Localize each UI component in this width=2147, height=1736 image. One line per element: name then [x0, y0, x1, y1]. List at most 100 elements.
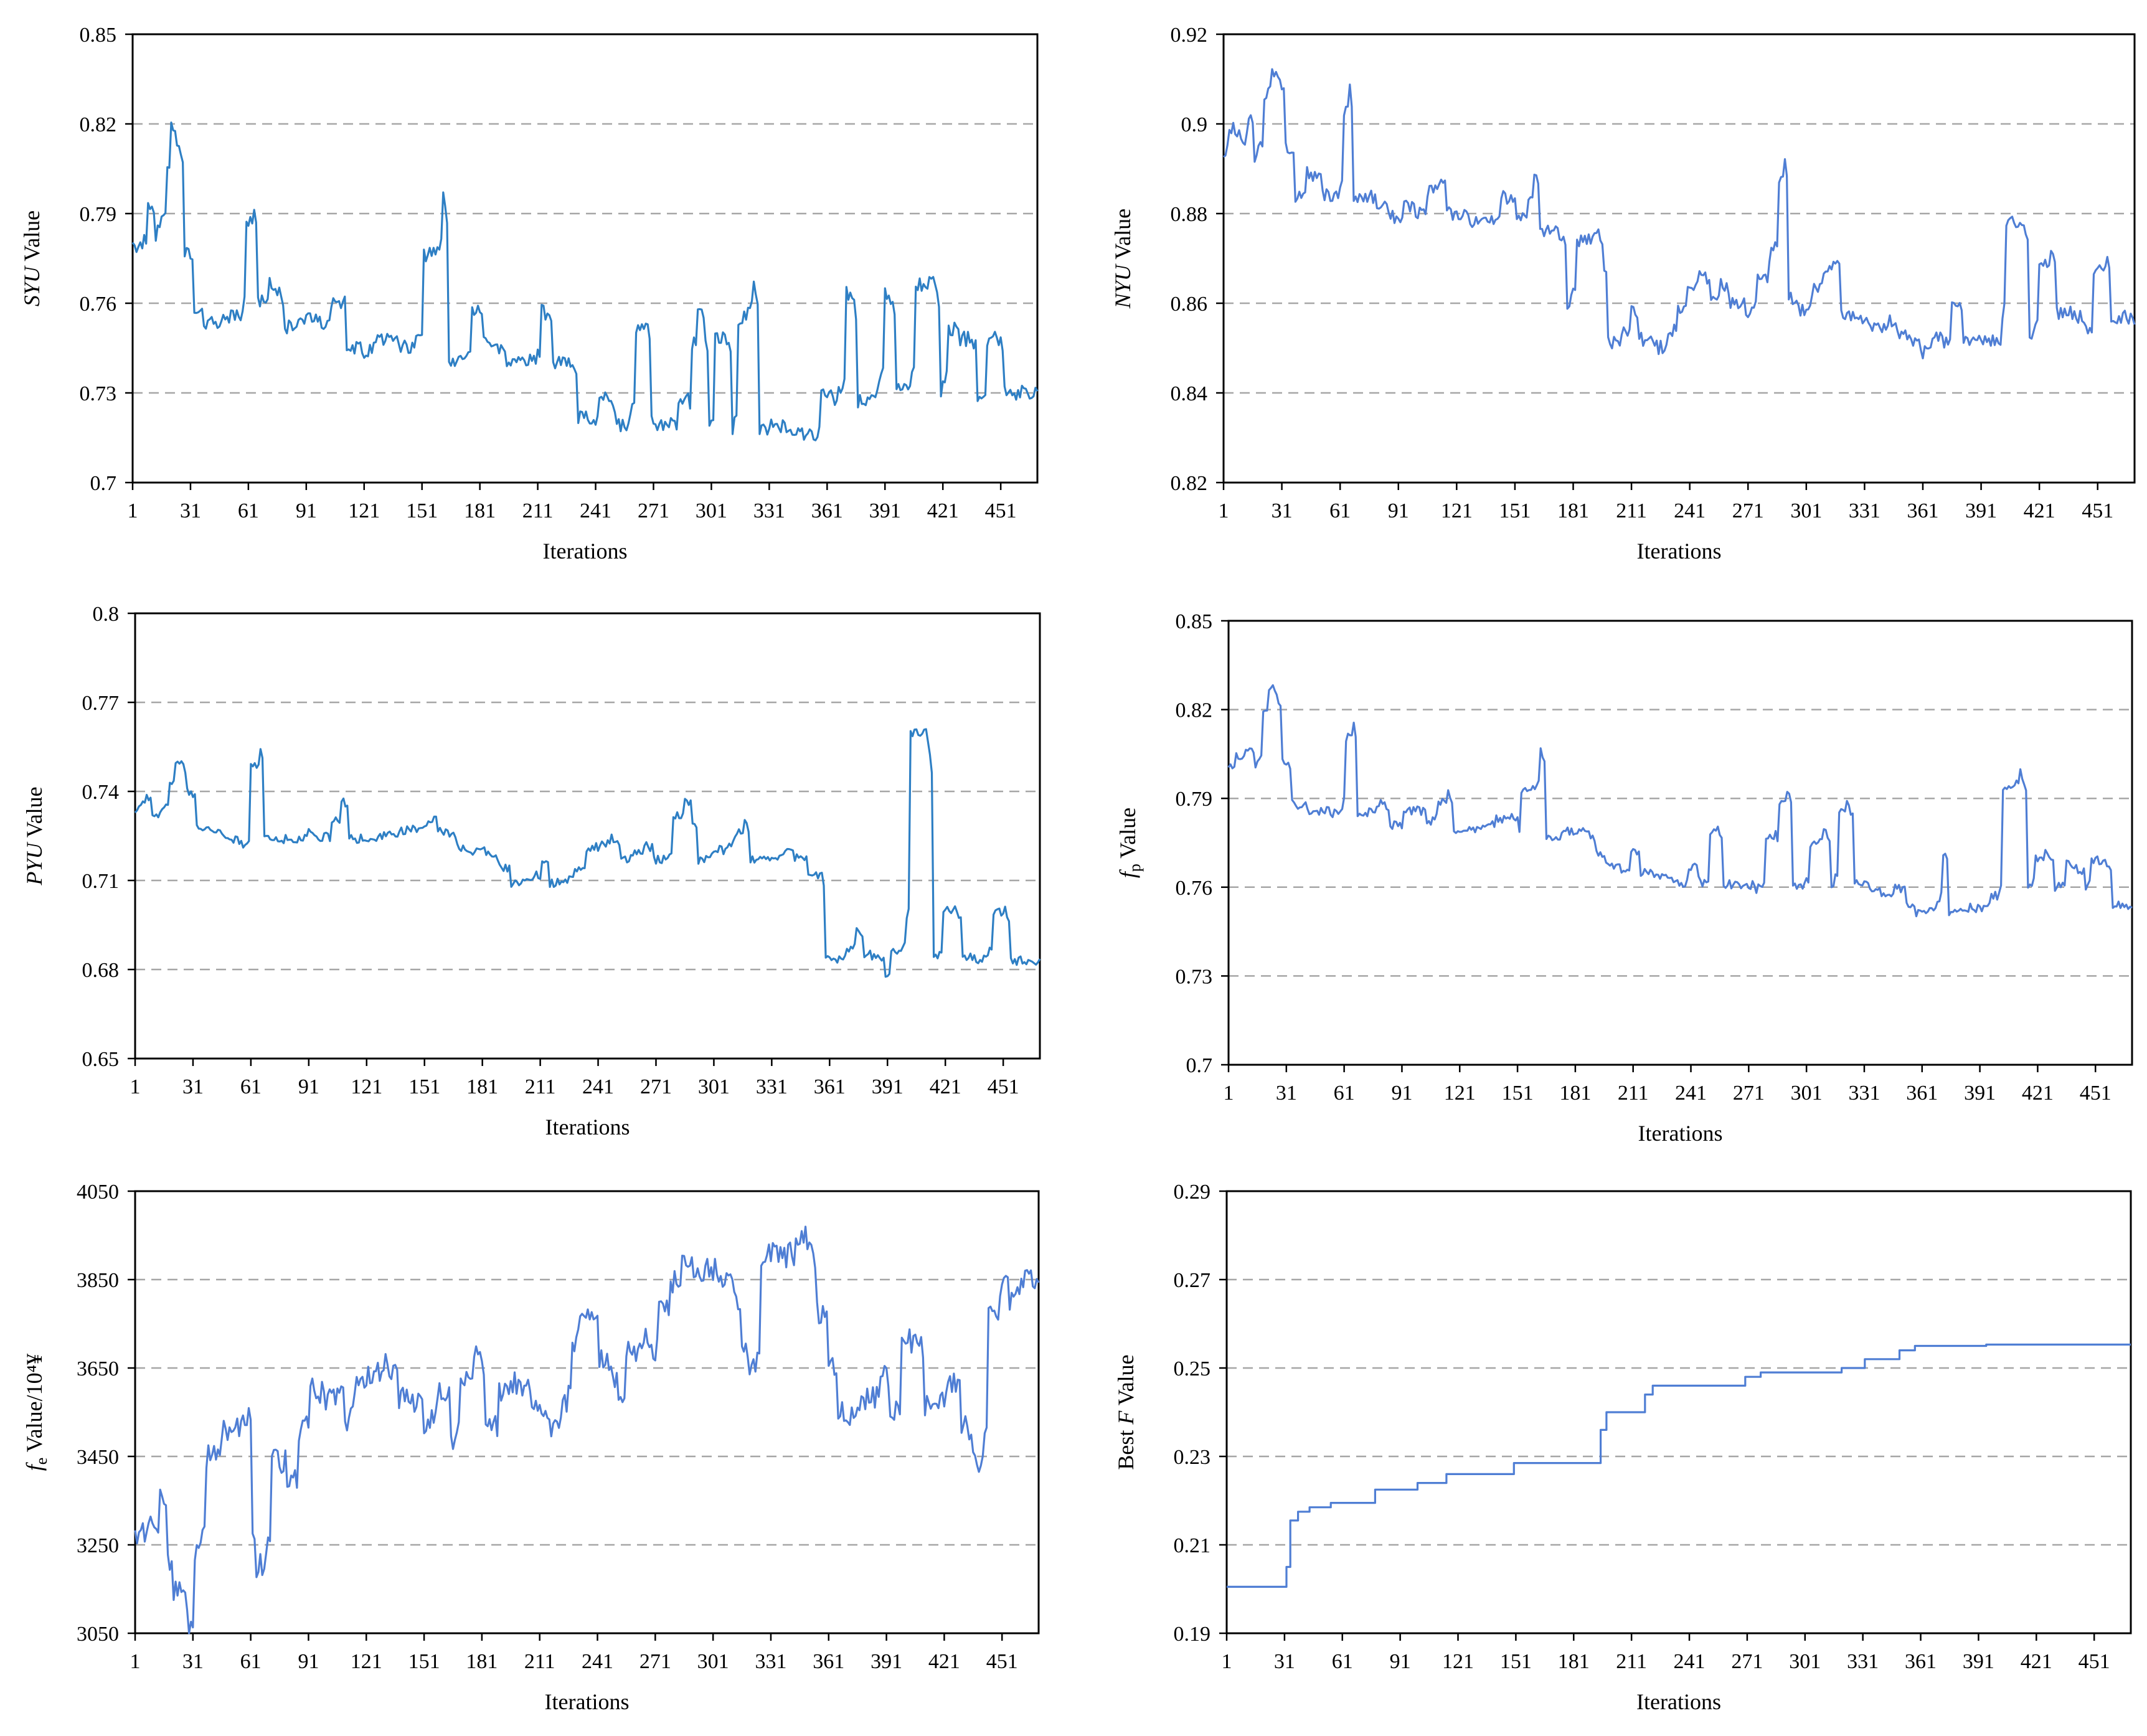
plot-area-frame [1225, 1190, 2132, 1635]
x-tick-label: 301 [696, 499, 727, 522]
x-tick-label: 361 [811, 499, 843, 522]
x-tick-label: 151 [408, 1650, 440, 1673]
x-tick-label: 451 [988, 1075, 1019, 1098]
chart-fp-value: 0.7 0.73 0.76 0.79 0.82 0.85 1 31 61 91 121 151 181 2… [1115, 610, 2133, 1146]
y-axis-label-variable: F [1113, 1410, 1138, 1425]
x-tick-label: 301 [697, 1650, 729, 1673]
y-tick-label: 0.27 [1174, 1269, 1211, 1292]
x-tick-label: 151 [1502, 1082, 1534, 1105]
x-tick-label: 31 [182, 1650, 204, 1673]
x-tick-label: 421 [2024, 499, 2055, 522]
y-axis-label-suffix: Value [19, 210, 44, 267]
y-tick-label: 0.7 [90, 472, 117, 495]
y-tick-label: 0.9 [1181, 113, 1208, 136]
chart-best-f-value: 0.19 0.21 0.23 0.25 0.27 0.29 1 31 61 91 121 151 181… [1113, 1181, 2132, 1714]
x-tick-label: 391 [872, 1075, 904, 1098]
y-axis-label: SYU Value [19, 210, 44, 306]
x-tick-label: 241 [580, 499, 611, 522]
x-tick-label: 91 [1390, 1650, 1411, 1673]
x-tick-label: 301 [1790, 499, 1822, 522]
y-tick-label: 0.71 [82, 870, 120, 893]
x-tick-label: 151 [406, 499, 438, 522]
x-tick-label: 1 [1224, 1082, 1234, 1105]
x-axis-label: Iterations [1638, 1121, 1723, 1146]
y-axis-label: Best F Value [1113, 1354, 1138, 1469]
y-tick-label: 0.82 [1176, 699, 1213, 722]
x-tick-label: 361 [813, 1650, 844, 1673]
chart-syu-value: 0.7 0.73 0.76 0.79 0.82 0.85 1 31 61 91 121 151 181 2… [19, 24, 1039, 564]
y-tick-label: 0.25 [1174, 1357, 1211, 1380]
x-tick-label: 241 [582, 1650, 613, 1673]
x-tick-label: 241 [582, 1075, 614, 1098]
x-tick-label: 151 [1500, 1650, 1532, 1673]
x-tick-label: 181 [464, 499, 496, 522]
y-axis-label-subscript: p [1126, 864, 1144, 872]
x-tick-label: 211 [1616, 1650, 1647, 1673]
y-tick-label: 0.84 [1171, 382, 1208, 405]
y-axis-label: fp Value [1115, 808, 1144, 878]
x-tick-label: 391 [871, 1650, 902, 1673]
x-axis-label: Iterations [545, 1115, 630, 1139]
x-tick-label: 1 [1222, 1650, 1232, 1673]
x-tick-label: 391 [1964, 1082, 1996, 1105]
x-tick-label: 361 [1907, 499, 1938, 522]
x-tick-label: 1 [130, 1075, 141, 1098]
x-tick-label: 211 [1618, 1082, 1649, 1105]
x-axis-label: Iterations [543, 539, 628, 564]
series-line [134, 728, 1041, 978]
x-tick-label: 211 [525, 1075, 556, 1098]
x-tick-label: 61 [240, 1650, 262, 1673]
x-tick-label: 121 [348, 499, 380, 522]
y-tick-label: 0.85 [1176, 610, 1213, 633]
x-tick-label: 331 [1847, 1650, 1879, 1673]
x-tick-label: 271 [1731, 1650, 1763, 1673]
series-line [1222, 68, 2136, 360]
x-tick-label: 421 [930, 1075, 961, 1098]
x-tick-label: 121 [351, 1650, 382, 1673]
x-tick-label: 181 [466, 1650, 498, 1673]
x-tick-label: 121 [351, 1075, 382, 1098]
x-tick-label: 211 [1616, 499, 1647, 522]
plot-area-frame [134, 1190, 1040, 1635]
x-tick-label: 121 [1444, 1082, 1476, 1105]
y-tick-label: 0.65 [82, 1048, 120, 1071]
x-tick-label: 271 [1732, 499, 1764, 522]
y-axis-label: PYU Value [22, 786, 47, 885]
y-axis-label-variable: NYU [1110, 263, 1135, 309]
x-tick-label: 271 [1733, 1082, 1765, 1105]
x-tick-label: 31 [1274, 1650, 1295, 1673]
y-tick-label: 0.8 [93, 603, 120, 626]
x-tick-label: 361 [1905, 1650, 1937, 1673]
y-tick-label: 0.29 [1174, 1181, 1211, 1204]
x-tick-label: 61 [1332, 1650, 1353, 1673]
x-tick-label: 1 [1219, 499, 1229, 522]
y-tick-label: 0.79 [1176, 788, 1213, 811]
x-tick-label: 421 [928, 1650, 960, 1673]
x-tick-label: 31 [180, 499, 201, 522]
x-tick-label: 151 [408, 1075, 440, 1098]
chart-pyu-value: 0.65 0.68 0.71 0.74 0.77 0.8 1 31 61 91 121 151 181 2… [22, 603, 1041, 1139]
y-axis-label-suffix: Value [1110, 209, 1135, 265]
x-tick-label: 61 [1329, 499, 1351, 522]
x-tick-label: 91 [298, 1075, 319, 1098]
series-line [134, 1225, 1040, 1635]
x-tick-label: 361 [814, 1075, 846, 1098]
plot-area-frame [1227, 620, 2133, 1066]
series-line [1227, 1343, 2131, 1588]
y-tick-label: 0.88 [1171, 203, 1208, 226]
series-line [131, 121, 1039, 441]
x-tick-label: 241 [1674, 1650, 1706, 1673]
y-tick-label: 4050 [77, 1181, 119, 1204]
x-tick-label: 241 [1675, 1082, 1707, 1105]
x-tick-label: 181 [1558, 1650, 1590, 1673]
x-tick-label: 61 [1334, 1082, 1355, 1105]
x-tick-label: 91 [1391, 1082, 1412, 1105]
y-axis-label-prefix: Best [1113, 1425, 1138, 1470]
x-tick-label: 91 [1388, 499, 1409, 522]
x-axis-label: Iterations [1636, 1689, 1721, 1714]
y-axis-label-suffix: Value/10⁴¥ [22, 1354, 47, 1458]
x-tick-label: 121 [1441, 499, 1473, 522]
y-tick-label: 0.77 [82, 692, 120, 715]
x-tick-label: 331 [1848, 1082, 1880, 1105]
